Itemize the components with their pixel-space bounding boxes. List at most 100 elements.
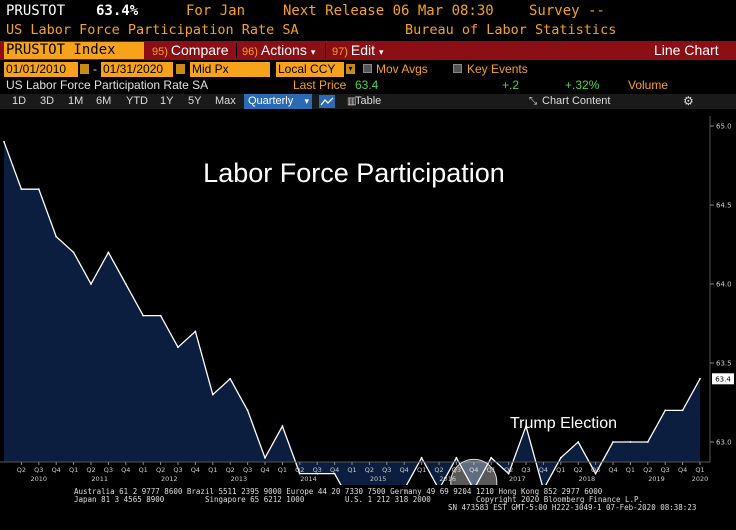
frequency-select[interactable]: Quarterly ▾ <box>244 94 312 109</box>
x-year-label: 2015 <box>370 475 387 483</box>
x-quarter-label: Q2 <box>643 466 652 474</box>
area-layer <box>3 140 701 485</box>
y-tick-label: 65.0 <box>716 123 732 131</box>
footer-copyright: Copyright 2020 Bloomberg Finance L.P. <box>476 495 644 504</box>
x-quarter-label: Q2 <box>295 466 304 474</box>
period-1m[interactable]: 1M <box>68 95 84 107</box>
x-quarter-label: Q4 <box>678 466 687 474</box>
data-point <box>72 251 75 254</box>
x-quarter-label: Q1 <box>139 466 148 474</box>
chevron-down-icon: ▾ <box>304 96 309 106</box>
x-quarter-label: Q1 <box>626 466 635 474</box>
data-point <box>211 393 214 396</box>
chevron-down-icon[interactable]: ▾ <box>345 63 356 75</box>
annotation-label: Trump Election <box>510 415 617 432</box>
period-5y[interactable]: 5Y <box>188 95 202 107</box>
compare-button[interactable]: 95) Compare <box>152 41 229 60</box>
calendar-icon[interactable] <box>79 63 90 75</box>
data-point <box>316 472 319 475</box>
chart-type-label[interactable]: Line Chart <box>654 42 719 58</box>
data-point <box>159 314 162 317</box>
currency-select[interactable]: Local CCY <box>276 62 344 77</box>
chevron-down-icon: ▾ <box>379 47 384 57</box>
data-point <box>594 472 597 475</box>
x-quarter-label: Q1 <box>278 466 287 474</box>
data-point <box>177 346 179 349</box>
chart-content-icon: ⤡ <box>529 96 537 107</box>
period-ytd[interactable]: YTD <box>126 95 148 107</box>
period-max[interactable]: Max <box>215 95 236 107</box>
next-release: Next Release 06 Mar 08:30 <box>283 3 494 19</box>
top-header-row: PRUSTOT 63.4% For Jan Next Release 06 Ma… <box>0 3 736 23</box>
price-field-select[interactable]: Mid Px <box>190 62 270 77</box>
footer: Australia 61 2 9777 8600 Brazil 5511 239… <box>0 486 736 530</box>
header-value: 63.4% <box>96 3 139 19</box>
footer-japan: Japan 81 3 4565 8900 <box>74 495 165 504</box>
x-year-label: 2012 <box>161 475 178 483</box>
last-value-text: 63.4 <box>715 375 731 383</box>
start-date-field[interactable]: 01/01/2010 <box>4 62 78 77</box>
date-range-dash: - <box>93 62 97 76</box>
toolbar-divider <box>325 43 326 58</box>
x-quarter-label: Q3 <box>521 466 530 474</box>
actions-button[interactable]: 96) Actions ▾ <box>242 41 315 60</box>
data-point <box>646 441 649 443</box>
x-quarter-label: Q4 <box>52 466 61 474</box>
x-quarter-label: Q2 <box>574 466 583 474</box>
line-chart-icon[interactable] <box>319 95 335 108</box>
data-point <box>681 409 684 412</box>
last-value-marker: 63.4 <box>712 373 734 385</box>
frequency-label: Quarterly <box>248 95 294 107</box>
x-quarter-label: Q2 <box>504 466 513 474</box>
data-point <box>333 472 336 475</box>
end-date-field[interactable]: 01/31/2020 <box>101 62 173 77</box>
x-quarter-label: Q4 <box>260 466 269 474</box>
compare-num: 95) <box>152 46 168 58</box>
period-1y[interactable]: 1Y <box>160 95 174 107</box>
price-change: +.2 <box>502 78 520 92</box>
y-tick-label: 63.0 <box>716 439 732 447</box>
period-6m[interactable]: 6M <box>96 95 112 107</box>
x-year-label: 2013 <box>231 475 248 483</box>
x-quarter-label: Q2 <box>226 466 235 474</box>
ticker-input[interactable]: PRUSTOT Index <box>4 42 144 59</box>
x-quarter-label: Q3 <box>34 466 43 474</box>
footer-line-1: Australia 61 2 9777 8600 Brazil 5511 239… <box>74 487 603 496</box>
legend-row: US Labor Force Participation Rate SA Las… <box>0 78 736 93</box>
gear-icon[interactable]: ⚙ <box>683 94 694 108</box>
period-1d[interactable]: 1D <box>12 95 27 107</box>
data-point <box>298 472 301 475</box>
legend-series: US Labor Force Participation Rate SA <box>6 78 209 92</box>
x-quarter-label: Q1 <box>69 466 78 474</box>
footer-singapore: Singapore 65 6212 1000 <box>205 495 305 504</box>
calendar-icon[interactable] <box>175 63 186 75</box>
data-point <box>577 441 580 443</box>
x-year-label: 2011 <box>91 475 108 483</box>
period-bar: 1D 3D 1M 6M YTD 1Y 5Y Max Quarterly ▾ ▥ T… <box>0 94 736 109</box>
actions-num: 96) <box>242 46 258 58</box>
line-chart-glyph <box>320 97 334 106</box>
x-quarter-label: Q1 <box>347 466 356 474</box>
key-events-checkbox[interactable] <box>453 64 462 73</box>
compare-label: Compare <box>170 42 229 58</box>
x-quarter-label: Q2 <box>86 466 95 474</box>
edit-label: Edit <box>350 42 376 58</box>
period-3d[interactable]: 3D <box>40 95 55 107</box>
table-button[interactable]: Table <box>355 95 382 107</box>
footer-us: U.S. 1 212 318 2000 <box>345 495 431 504</box>
x-quarter-label: Q2 <box>156 466 165 474</box>
data-point <box>281 425 284 428</box>
chart-content-button[interactable]: Chart Content <box>542 95 611 107</box>
x-year-label: 2014 <box>300 475 317 483</box>
edit-button[interactable]: 97) Edit ▾ <box>332 41 384 60</box>
x-quarter-label: Q4 <box>608 466 617 474</box>
series-line <box>3 141 701 485</box>
x-quarter-label: Q1 <box>695 466 704 474</box>
data-point <box>3 140 5 143</box>
mov-avgs-checkbox[interactable] <box>363 64 372 73</box>
series-name: US Labor Force Participation Rate SA <box>6 22 299 38</box>
last-value-box <box>712 373 734 385</box>
data-point <box>664 409 667 412</box>
x-quarter-label: Q3 <box>452 466 461 474</box>
survey: Survey -- <box>529 3 605 19</box>
